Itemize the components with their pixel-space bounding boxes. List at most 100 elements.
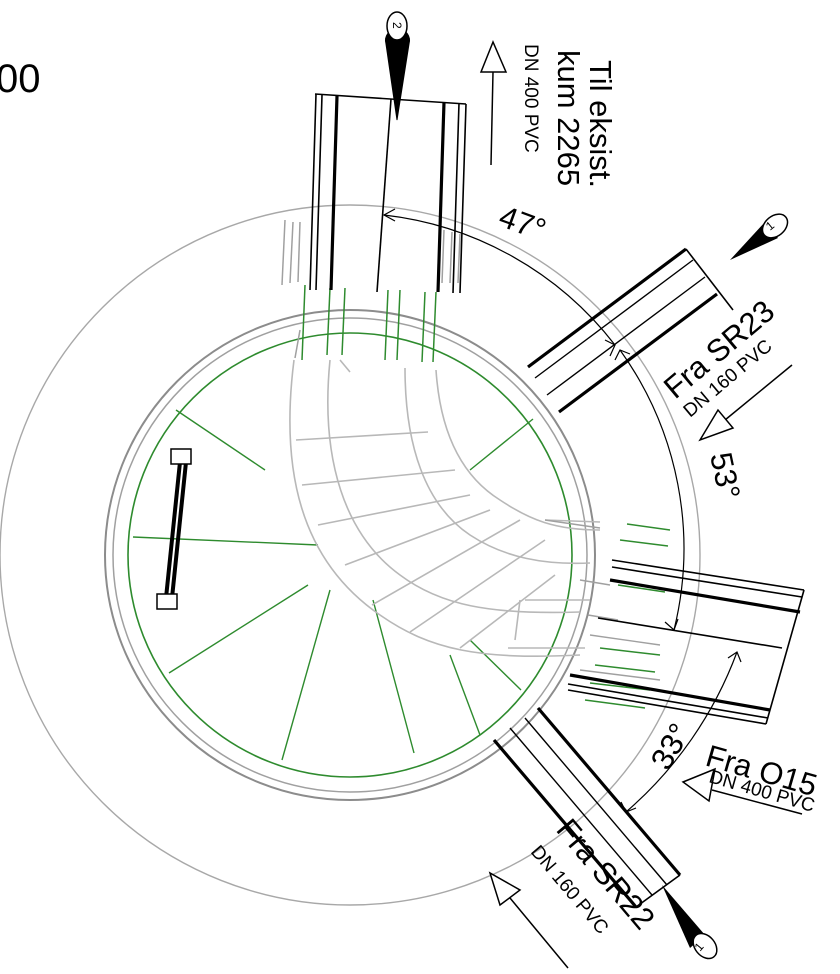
- pipe-wall-line: [567, 689, 767, 725]
- stub-line: [619, 539, 669, 547]
- pipe-wall-stubs: [281, 219, 461, 359]
- edge-fragment-text: 00: [0, 57, 41, 101]
- stub-line: [441, 229, 445, 284]
- channel-section: [317, 494, 471, 526]
- tick: [614, 349, 631, 361]
- pipe-body: [309, 93, 467, 294]
- channel-section: [409, 539, 546, 633]
- channel-section: [344, 509, 491, 566]
- arrow-shaft: [490, 71, 494, 166]
- ladder-cap-top: [170, 448, 192, 465]
- pipe-inlet-sr23: 1 Fra SR23 DN 160 PVC: [527, 213, 793, 442]
- ladder-cap-bottom: [156, 593, 178, 610]
- pipe-wall-line: [536, 706, 682, 877]
- hollow-arrow-icon: [681, 767, 803, 815]
- stub-line: [589, 634, 661, 646]
- stub-line: [341, 287, 346, 356]
- pipe-wall-line: [611, 559, 805, 591]
- channel-section: [371, 519, 521, 606]
- tick: [664, 618, 679, 632]
- pipe-wall-line: [534, 259, 694, 379]
- benching-ring: [127, 332, 573, 778]
- stub-line: [594, 664, 656, 673]
- benching-line: [132, 536, 319, 546]
- teardrop-marker-icon: 2: [385, 11, 410, 121]
- stub-line: [421, 291, 426, 363]
- pipe-wall-line: [524, 717, 668, 886]
- stub-line: [384, 289, 389, 361]
- channel-section: [295, 431, 429, 441]
- arrow-head: [698, 408, 735, 442]
- ladder-rail: [170, 461, 188, 599]
- pipe-outlet-2265: 2 Til eksist. kum 2265 DN 400 PVC: [281, 11, 618, 363]
- channel-edge-mid2: [404, 367, 591, 565]
- hollow-arrow-icon: [488, 871, 569, 969]
- benching-line: [175, 409, 266, 471]
- stub-line: [544, 519, 601, 529]
- stub-line: [301, 284, 306, 361]
- channel-section: [339, 359, 351, 373]
- pipe-wall-line: [509, 727, 653, 896]
- arrow-head: [479, 40, 508, 73]
- channel-section: [459, 574, 556, 649]
- stub-line: [587, 614, 619, 621]
- pipe-wall-line: [492, 738, 638, 909]
- wall-ring-inner: [112, 317, 588, 793]
- pipe-wall-line: [452, 102, 460, 294]
- pipe-wall-line: [329, 95, 339, 291]
- stub-line: [584, 699, 646, 709]
- angle-arc-53: [619, 349, 685, 631]
- stub-line: [294, 329, 301, 359]
- manhole-rings: [0, 204, 701, 906]
- flow-channel: [289, 359, 601, 657]
- benching-line: [372, 599, 415, 754]
- pipe-wall-line: [765, 589, 805, 725]
- pipe-wall-line: [567, 683, 769, 719]
- marker-body: [662, 885, 705, 948]
- tick: [604, 339, 616, 357]
- pipe-body: [527, 247, 734, 414]
- stub-line: [457, 233, 461, 284]
- pipe-wall-line: [635, 874, 681, 908]
- pipe-wall-stubs: [544, 519, 661, 681]
- pipe-wall-line: [546, 276, 706, 396]
- benching-lines: [132, 409, 534, 761]
- marker-body: [385, 28, 410, 121]
- stub-line: [617, 584, 666, 593]
- channel-edge-mid1: [327, 359, 581, 614]
- marker-circle: [386, 11, 408, 41]
- pipe-wall-line: [527, 247, 687, 369]
- channel-section: [301, 469, 456, 486]
- stub-line: [626, 523, 671, 531]
- stub-line: [432, 291, 437, 363]
- ladder-icon: [156, 448, 192, 610]
- angle-label: 53°: [703, 449, 747, 502]
- tick: [382, 208, 396, 222]
- angle-arc-47: [383, 214, 616, 346]
- channel-section: [514, 599, 521, 641]
- teardrop-marker-icon: 1: [662, 885, 718, 960]
- wall-ring-outer: [104, 309, 596, 801]
- angle-dimensions: [382, 208, 742, 813]
- outer-ring: [0, 204, 701, 906]
- benching-line: [168, 584, 309, 674]
- stub-line: [289, 221, 294, 284]
- pipe-title-line2: kum 2265: [551, 50, 586, 186]
- angle-arc-33: [625, 651, 738, 813]
- stub-line: [449, 231, 453, 284]
- stub-line: [297, 221, 301, 283]
- tick: [727, 651, 742, 663]
- tick: [620, 801, 637, 813]
- ladder-rail: [164, 461, 182, 599]
- benching-line: [469, 639, 522, 691]
- pipe-wall-line: [436, 101, 446, 293]
- arrow-shaft: [711, 789, 803, 815]
- channel-edge-outer: [289, 359, 581, 657]
- benching-line: [281, 589, 331, 761]
- stub-line: [579, 669, 661, 681]
- marker-circle: [692, 932, 718, 960]
- pipe-spec: DN 400 PVC: [520, 44, 541, 153]
- marker-number: 2: [390, 22, 404, 29]
- pipe-wall-line: [309, 93, 317, 291]
